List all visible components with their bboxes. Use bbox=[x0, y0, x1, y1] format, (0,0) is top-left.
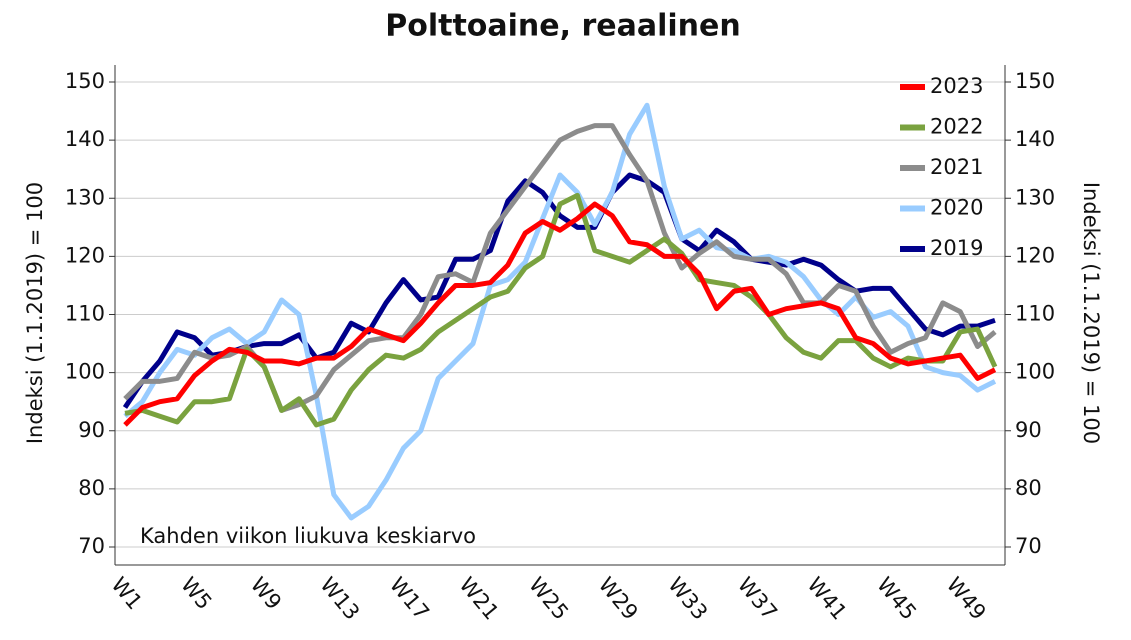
y-axis-label: Indeksi (1.1.2019) = 100 bbox=[23, 182, 47, 444]
y-tick-label: 130 bbox=[65, 185, 105, 209]
series-line bbox=[124, 192, 998, 428]
series-line bbox=[123, 123, 997, 413]
y2-axis-label: Indeksi (1.1.2019) = 100 bbox=[1079, 182, 1103, 444]
y2-tick-label: 130 bbox=[1015, 185, 1055, 209]
x-tick-label: W1 bbox=[107, 573, 147, 615]
legend-label: 2020 bbox=[930, 196, 983, 220]
x-tick-label: W5 bbox=[176, 573, 216, 615]
x-tick-label: W49 bbox=[942, 573, 991, 625]
legend-label: 2019 bbox=[930, 236, 983, 260]
annotation: Kahden viikon liukuva keskiarvo bbox=[140, 524, 476, 548]
y-tick-label: 80 bbox=[78, 476, 105, 500]
x-tick-label: W29 bbox=[594, 573, 643, 625]
y-tick-label: 110 bbox=[65, 302, 105, 326]
x-tick-label: W21 bbox=[455, 573, 504, 625]
y2-tick-label: 150 bbox=[1015, 69, 1055, 93]
legend-label: 2021 bbox=[930, 155, 983, 179]
x-tick-label: W37 bbox=[733, 573, 782, 625]
x-tick-label: W41 bbox=[803, 573, 852, 625]
x-tick-label: W13 bbox=[315, 573, 364, 625]
y2-tick-label: 70 bbox=[1015, 534, 1042, 558]
y2-tick-label: 120 bbox=[1015, 243, 1055, 267]
x-tick-label: W45 bbox=[872, 573, 921, 625]
y-tick-label: 90 bbox=[78, 418, 105, 442]
y2-tick-label: 80 bbox=[1015, 476, 1042, 500]
legend-label: 2022 bbox=[930, 115, 983, 139]
x-tick-label: W9 bbox=[246, 573, 286, 615]
legend-label: 2023 bbox=[930, 74, 983, 98]
y-tick-label: 120 bbox=[65, 243, 105, 267]
x-tick-label: W25 bbox=[524, 573, 573, 625]
y-tick-label: 140 bbox=[65, 127, 105, 151]
y2-tick-label: 90 bbox=[1015, 418, 1042, 442]
y-tick-label: 150 bbox=[65, 69, 105, 93]
series-line bbox=[123, 201, 997, 427]
y2-tick-label: 100 bbox=[1015, 360, 1055, 384]
x-tick-label: W33 bbox=[663, 573, 712, 625]
x-tick-label: W17 bbox=[385, 573, 434, 625]
series-line bbox=[123, 102, 997, 521]
chart-title: Polttoaine, reaalinen bbox=[385, 9, 741, 44]
y-tick-label: 70 bbox=[78, 534, 105, 558]
y2-tick-label: 110 bbox=[1015, 302, 1055, 326]
y-tick-label: 100 bbox=[65, 360, 105, 384]
y2-tick-label: 140 bbox=[1015, 127, 1055, 151]
